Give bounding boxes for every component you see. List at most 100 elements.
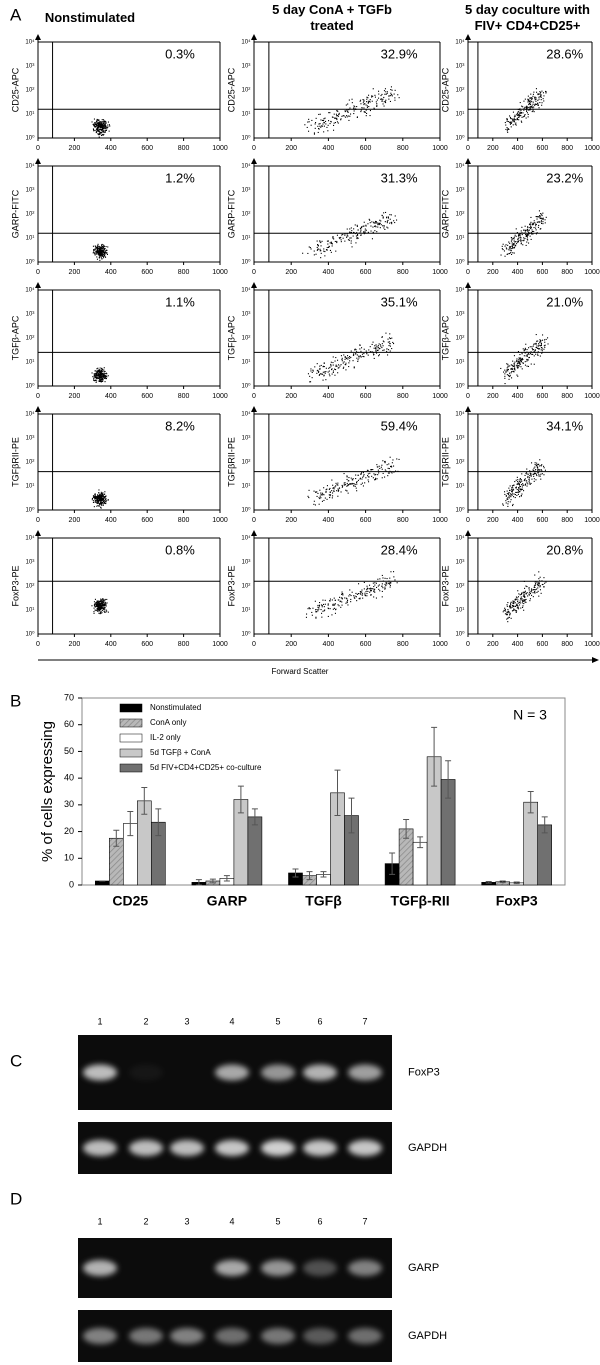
- event-dot: [101, 605, 103, 607]
- event-dot: [510, 237, 512, 239]
- event-dot: [329, 242, 331, 244]
- event-dot: [367, 469, 369, 471]
- event-dot: [97, 600, 99, 602]
- y-tick-label: 10¹: [242, 484, 251, 490]
- event-dot: [511, 605, 513, 607]
- event-dot: [531, 97, 533, 99]
- event-dot: [369, 351, 371, 353]
- event-dot: [538, 475, 540, 477]
- column-title: 5 day coculture with FIV+ CD4+CD25+: [465, 2, 590, 33]
- event-dot: [365, 104, 367, 106]
- event-dot: [98, 369, 100, 371]
- gel-band: [348, 1064, 382, 1081]
- event-dot: [99, 250, 101, 252]
- event-dot: [376, 478, 378, 480]
- event-dot: [524, 479, 526, 481]
- event-dot: [374, 345, 376, 347]
- event-dot: [363, 353, 365, 355]
- event-dot: [537, 351, 539, 353]
- event-dot: [98, 612, 100, 614]
- event-dot: [397, 94, 399, 96]
- event-dot: [328, 112, 330, 114]
- event-dot: [97, 372, 99, 374]
- event-dot: [522, 600, 524, 602]
- event-dot: [529, 227, 531, 229]
- event-dot: [327, 604, 329, 606]
- event-dot: [528, 229, 530, 231]
- event-dot: [101, 134, 103, 136]
- gel-band: [303, 1260, 337, 1276]
- event-dot: [511, 490, 513, 492]
- event-dot: [542, 223, 544, 225]
- x-tick-label: 0: [252, 641, 256, 648]
- event-dot: [536, 347, 538, 349]
- event-dot: [539, 102, 541, 104]
- event-dot: [527, 228, 529, 230]
- event-dot: [390, 466, 392, 468]
- event-dot: [360, 109, 362, 111]
- event-dot: [366, 469, 368, 471]
- event-dot: [98, 253, 100, 255]
- event-dot: [506, 363, 508, 365]
- event-dot: [330, 241, 332, 243]
- y-tick-label: 10²: [456, 460, 465, 466]
- event-dot: [329, 487, 331, 489]
- event-dot: [320, 497, 322, 499]
- event-dot: [374, 94, 376, 96]
- y-tick-label: 10¹: [26, 608, 35, 614]
- event-dot: [317, 245, 319, 247]
- event-dot: [336, 234, 338, 236]
- event-dot: [94, 494, 96, 496]
- y-tick-label: 10⁰: [455, 507, 465, 514]
- event-dot: [343, 484, 345, 486]
- event-dot: [356, 357, 358, 359]
- event-dot: [510, 607, 512, 609]
- event-dot: [363, 348, 365, 350]
- event-dot: [388, 472, 390, 474]
- event-dot: [104, 251, 106, 253]
- event-dot: [530, 226, 532, 228]
- y-tick-label: 10²: [242, 336, 251, 342]
- event-dot: [107, 246, 109, 248]
- event-dot: [363, 475, 365, 477]
- event-dot: [522, 106, 524, 108]
- event-dot: [530, 105, 532, 107]
- event-dot: [384, 583, 386, 585]
- event-dot: [323, 362, 325, 364]
- event-dot: [101, 134, 103, 136]
- event-dot: [531, 231, 533, 233]
- event-dot: [349, 483, 351, 485]
- event-dot: [98, 377, 100, 379]
- event-dot: [544, 341, 546, 343]
- y-tick-label: 10: [64, 853, 74, 863]
- event-dot: [346, 478, 348, 480]
- event-dot: [97, 499, 99, 501]
- event-dot: [348, 480, 350, 482]
- event-dot: [99, 128, 101, 130]
- event-dot: [341, 359, 343, 361]
- event-dot: [521, 240, 523, 242]
- event-dot: [509, 374, 511, 376]
- lane-number: 5: [275, 1016, 280, 1026]
- annotation: N = 3: [513, 707, 547, 723]
- event-dot: [511, 485, 513, 487]
- event-dot: [93, 601, 95, 603]
- event-dot: [525, 585, 527, 587]
- x-tick-label: 1000: [212, 641, 228, 648]
- axis-arrow: [465, 34, 471, 40]
- event-dot: [340, 355, 342, 357]
- event-dot: [527, 239, 529, 241]
- event-dot: [357, 360, 359, 362]
- event-dot: [509, 606, 511, 608]
- event-dot: [539, 469, 541, 471]
- event-dot: [534, 581, 536, 583]
- event-dot: [105, 604, 107, 606]
- event-dot: [100, 498, 102, 500]
- event-dot: [103, 257, 105, 259]
- event-dot: [533, 355, 535, 357]
- event-dot: [520, 360, 522, 362]
- event-dot: [531, 229, 533, 231]
- event-dot: [103, 251, 105, 253]
- event-dot: [507, 609, 509, 611]
- event-dot: [513, 247, 515, 249]
